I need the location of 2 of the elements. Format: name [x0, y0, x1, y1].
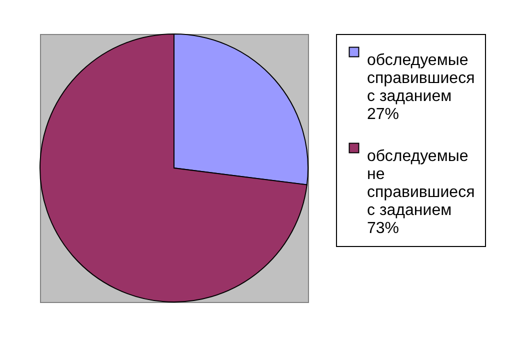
- legend-label: обследуемые справившиеся с заданием 27%: [367, 52, 475, 123]
- legend-label: обследуемые не справившиеся с заданием 73%: [367, 148, 475, 237]
